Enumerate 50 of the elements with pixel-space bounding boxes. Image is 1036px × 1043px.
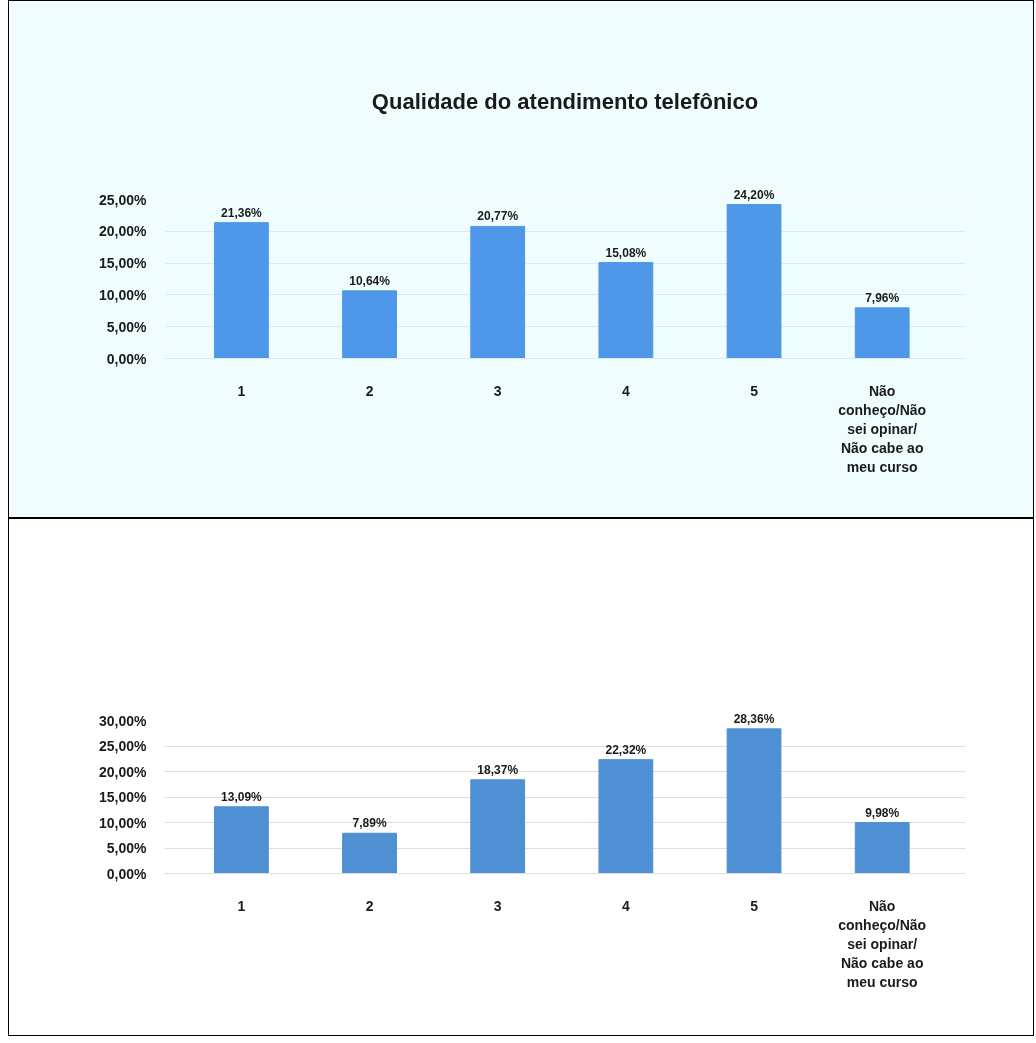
y-tick-label: 0,00% [106, 350, 148, 367]
y-tick-label: 15,00% [99, 789, 148, 805]
x-tick-label: Não conheço/Não sei opinar/ Não cabe ao meu curso [838, 382, 927, 476]
data-label: 9,98% [865, 805, 900, 820]
bar [854, 822, 910, 874]
x-tick-label: 3 [493, 382, 502, 399]
y-tick-label: 20,00% [99, 223, 148, 240]
bar [726, 204, 782, 359]
x-tick-label: Não conheço/Não sei opinar/ Não cabe ao meu curso [838, 897, 927, 991]
data-label: 18,37% [477, 762, 519, 777]
x-tick-label: 3 [493, 897, 502, 914]
bar [342, 290, 397, 359]
bar [598, 759, 654, 874]
y-tick-label: 30,00% [99, 712, 148, 729]
x-tick-label: 4 [621, 897, 630, 914]
data-label: 22,32% [605, 742, 647, 757]
chart-title: Qualidade do atendimento telefônico [371, 88, 759, 114]
y-tick-label: 5,00% [106, 318, 148, 335]
data-label: 21,36% [221, 205, 263, 220]
x-tick-label: 1 [237, 897, 246, 914]
bar [854, 307, 910, 359]
data-label: 24,20% [733, 187, 775, 202]
bar [598, 262, 654, 359]
x-tick-label: 5 [750, 897, 759, 914]
y-tick-label: 25,00% [99, 738, 148, 754]
data-label: 28,36% [733, 711, 775, 726]
x-tick-label: 2 [365, 897, 374, 914]
data-label: 10,64% [349, 273, 391, 288]
y-tick-label: 10,00% [99, 814, 148, 831]
data-label: 20,77% [477, 209, 519, 224]
data-label: 13,09% [221, 789, 263, 804]
data-label: 7,96% [865, 290, 900, 305]
bar [726, 728, 782, 874]
data-label: 15,08% [605, 245, 647, 260]
data-label: 7,89% [352, 816, 387, 831]
x-tick-label: 5 [750, 382, 759, 399]
bar [213, 806, 269, 874]
y-tick-label: 20,00% [99, 763, 148, 780]
y-tick-label: 10,00% [99, 286, 148, 303]
y-tick-label: 25,00% [99, 191, 148, 208]
bar [342, 832, 397, 874]
x-tick-label: 2 [365, 382, 374, 399]
x-tick-label: 4 [621, 382, 630, 399]
x-tick-label: 1 [237, 382, 246, 399]
bar [213, 222, 269, 359]
y-tick-label: 5,00% [106, 840, 148, 856]
bar [470, 225, 526, 359]
bar [470, 779, 526, 874]
y-tick-label: 15,00% [99, 255, 148, 272]
y-tick-label: 0,00% [106, 865, 148, 882]
